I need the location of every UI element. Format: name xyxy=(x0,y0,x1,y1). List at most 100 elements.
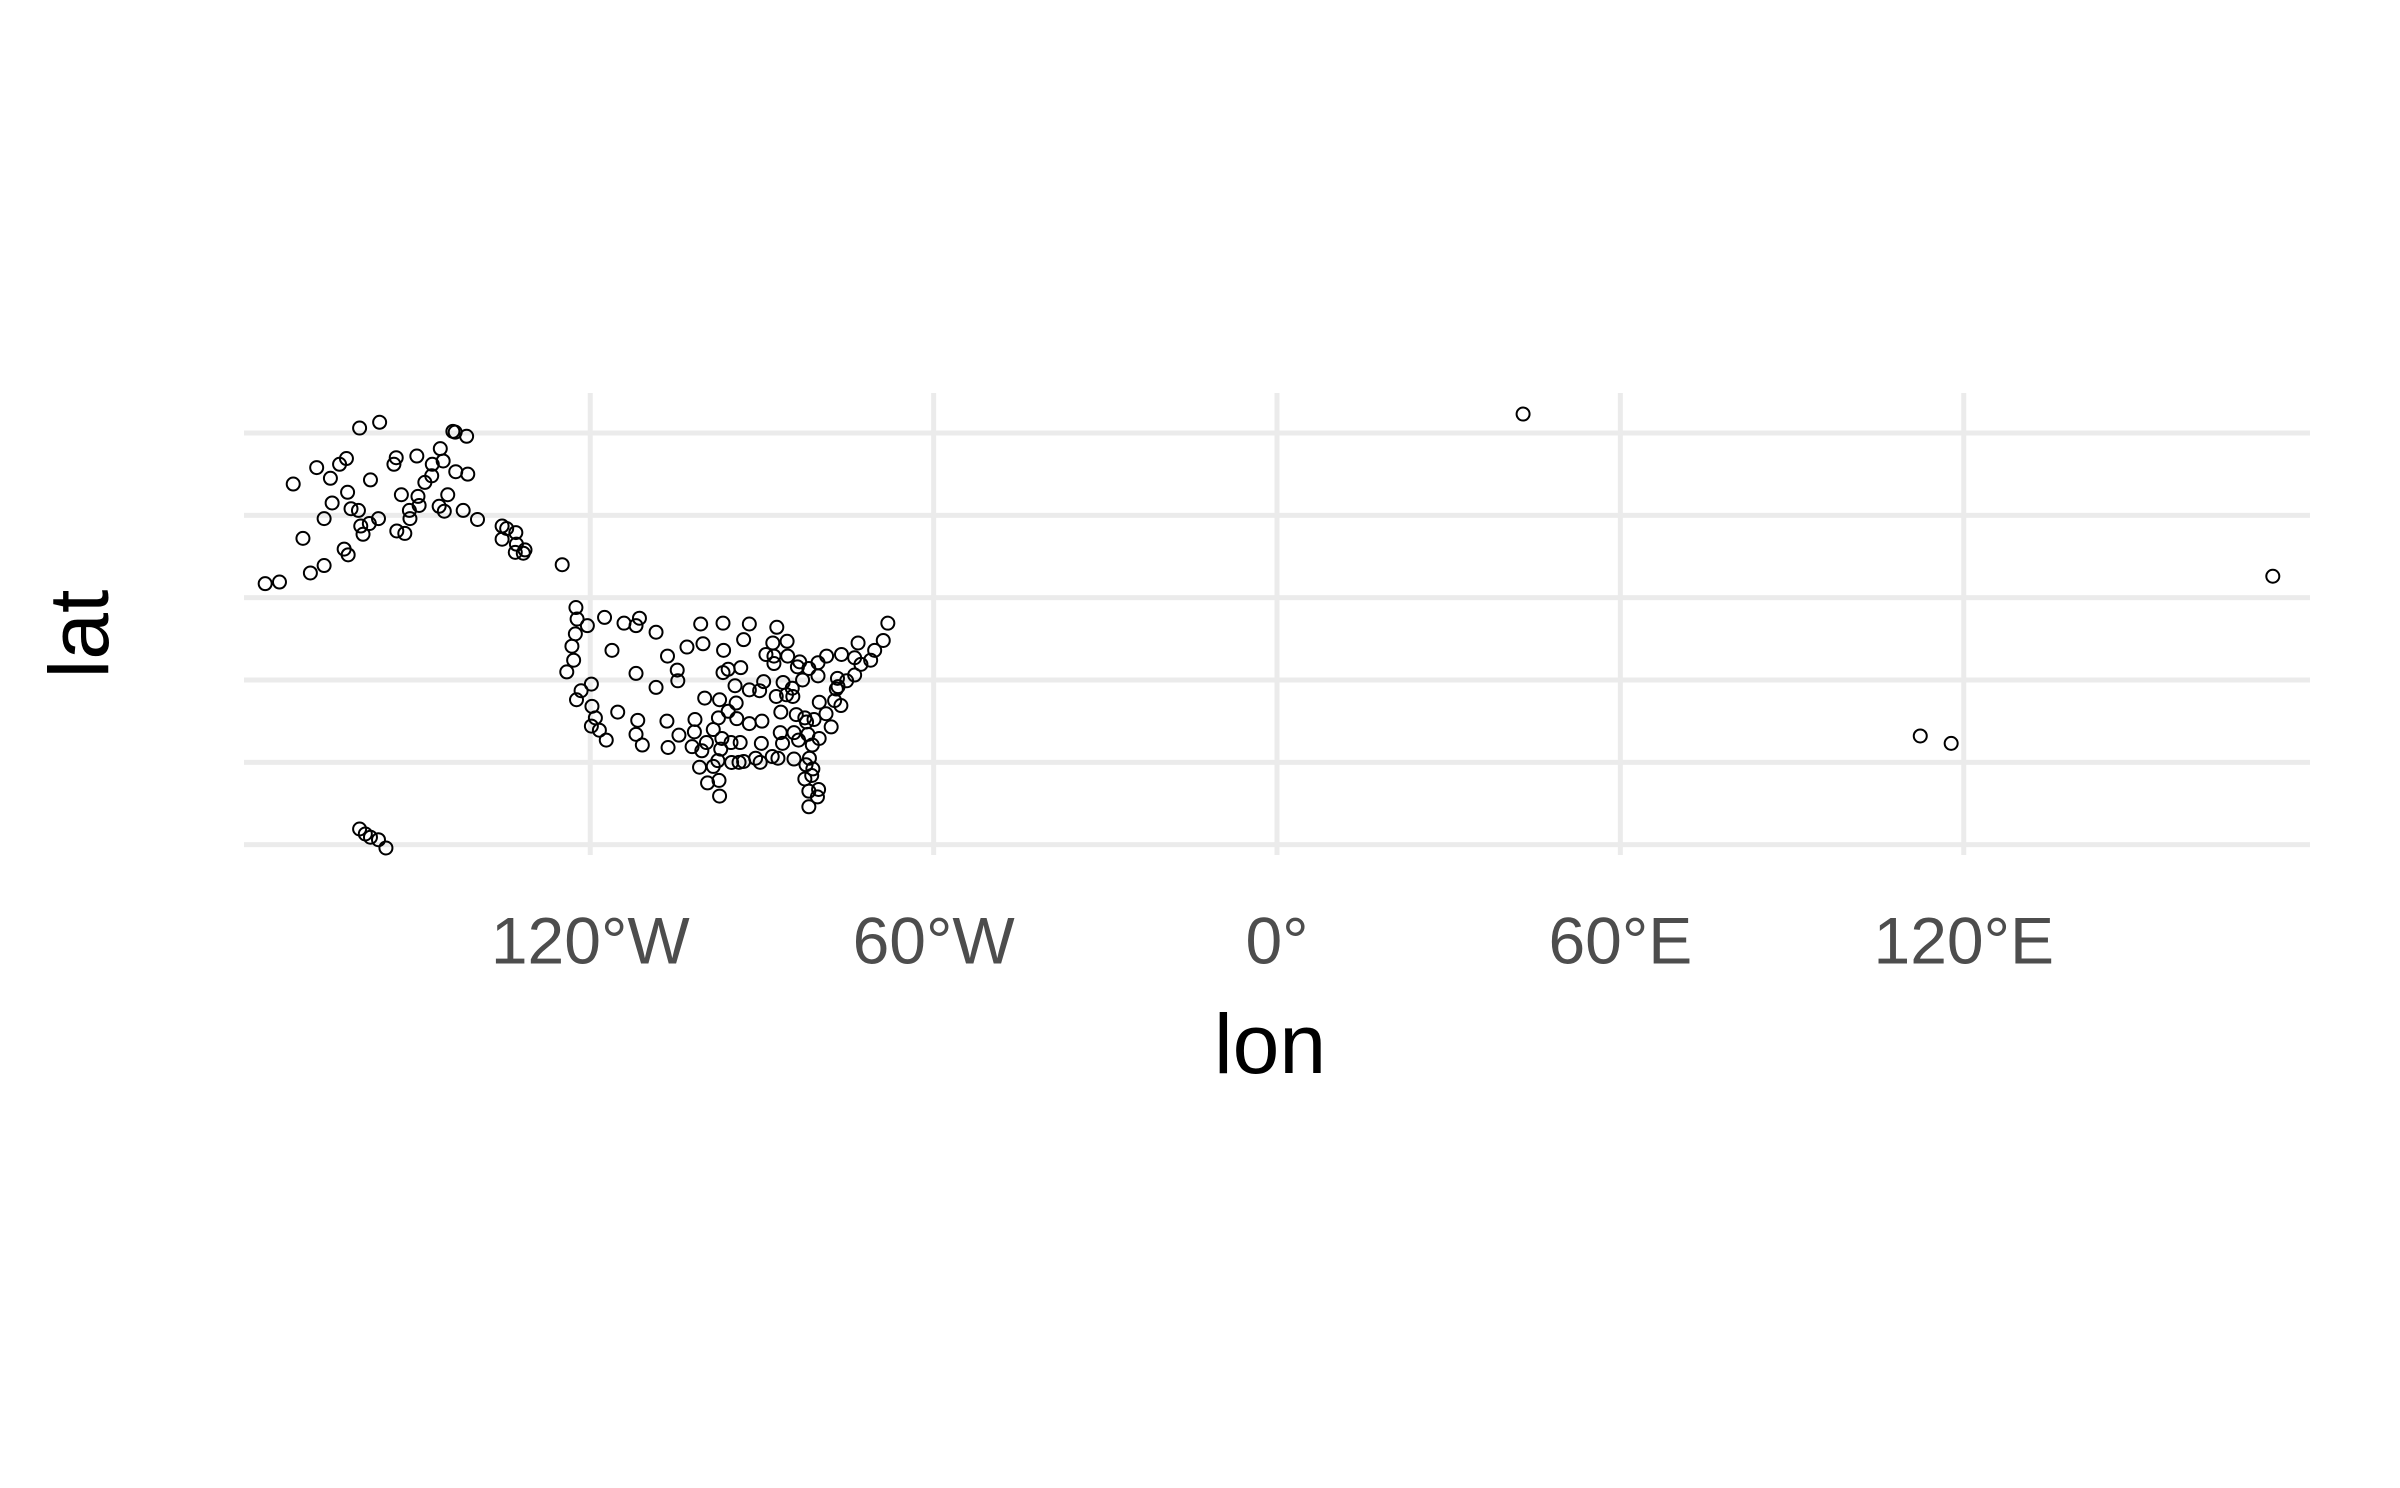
point xyxy=(686,724,702,740)
point xyxy=(785,688,801,704)
point xyxy=(393,487,409,503)
point xyxy=(715,615,731,631)
point xyxy=(285,476,301,492)
point xyxy=(316,511,332,527)
point xyxy=(850,635,866,651)
point xyxy=(880,615,896,631)
point xyxy=(684,739,700,755)
point xyxy=(573,683,589,699)
point xyxy=(388,450,404,466)
point xyxy=(732,735,748,751)
point xyxy=(431,498,447,514)
point xyxy=(302,565,318,581)
point xyxy=(867,642,883,658)
point xyxy=(736,632,752,648)
point xyxy=(789,659,805,675)
point xyxy=(764,749,780,765)
point xyxy=(780,648,796,664)
point xyxy=(801,783,817,799)
point xyxy=(271,574,287,590)
point xyxy=(372,414,388,430)
point xyxy=(716,642,732,658)
point xyxy=(332,456,348,472)
point xyxy=(316,558,332,574)
point xyxy=(410,488,426,504)
point xyxy=(819,648,835,664)
point xyxy=(829,670,845,686)
point xyxy=(766,656,782,672)
point xyxy=(728,695,744,711)
point xyxy=(670,673,686,689)
x-tick-label: 120°W xyxy=(491,903,691,977)
point xyxy=(847,667,863,683)
point xyxy=(517,542,533,558)
point xyxy=(257,576,273,592)
x-axis-title: lon xyxy=(1214,997,1326,1091)
point xyxy=(811,781,827,797)
point xyxy=(445,423,461,439)
point xyxy=(700,775,716,791)
point xyxy=(343,501,359,517)
point xyxy=(583,718,599,734)
points xyxy=(257,406,2281,856)
grid xyxy=(244,393,2310,855)
point xyxy=(386,456,402,472)
point xyxy=(756,674,772,690)
point xyxy=(833,698,849,714)
point xyxy=(727,678,743,694)
point xyxy=(695,636,711,652)
point xyxy=(417,474,433,490)
point xyxy=(698,735,714,751)
point xyxy=(352,420,368,436)
point xyxy=(401,502,417,518)
point xyxy=(752,754,768,770)
point xyxy=(587,710,603,726)
point xyxy=(322,470,338,486)
point xyxy=(566,652,582,668)
point xyxy=(818,706,834,722)
point xyxy=(811,694,827,710)
x-tick-label: 120°E xyxy=(1873,903,2054,977)
point xyxy=(768,688,784,704)
x-tick-label: 60°W xyxy=(853,903,1016,977)
point xyxy=(692,759,708,775)
point xyxy=(340,484,356,500)
point xyxy=(741,682,757,698)
point xyxy=(409,448,425,464)
point xyxy=(324,495,340,511)
point xyxy=(2265,568,2281,584)
point xyxy=(758,646,774,662)
point xyxy=(295,530,311,546)
point xyxy=(679,639,695,655)
point xyxy=(660,648,676,664)
point xyxy=(712,788,728,804)
point xyxy=(628,665,644,681)
point xyxy=(875,632,891,648)
point xyxy=(748,750,764,766)
point xyxy=(569,692,585,708)
point xyxy=(828,681,844,697)
point xyxy=(355,526,371,542)
point xyxy=(579,618,595,634)
point xyxy=(370,832,386,848)
point xyxy=(402,511,418,527)
point xyxy=(853,656,869,672)
point xyxy=(634,737,650,753)
point xyxy=(805,761,821,777)
point xyxy=(786,725,802,741)
point xyxy=(863,652,879,668)
point xyxy=(508,525,524,541)
point xyxy=(448,464,464,480)
point xyxy=(336,541,352,557)
point xyxy=(597,609,613,625)
point xyxy=(801,799,817,815)
point xyxy=(353,518,369,534)
x-tick-label: 60°E xyxy=(1548,903,1692,977)
point xyxy=(1515,406,1531,422)
point xyxy=(786,751,802,767)
point xyxy=(806,712,822,728)
point xyxy=(397,525,413,541)
point xyxy=(713,741,729,757)
point xyxy=(770,750,786,766)
